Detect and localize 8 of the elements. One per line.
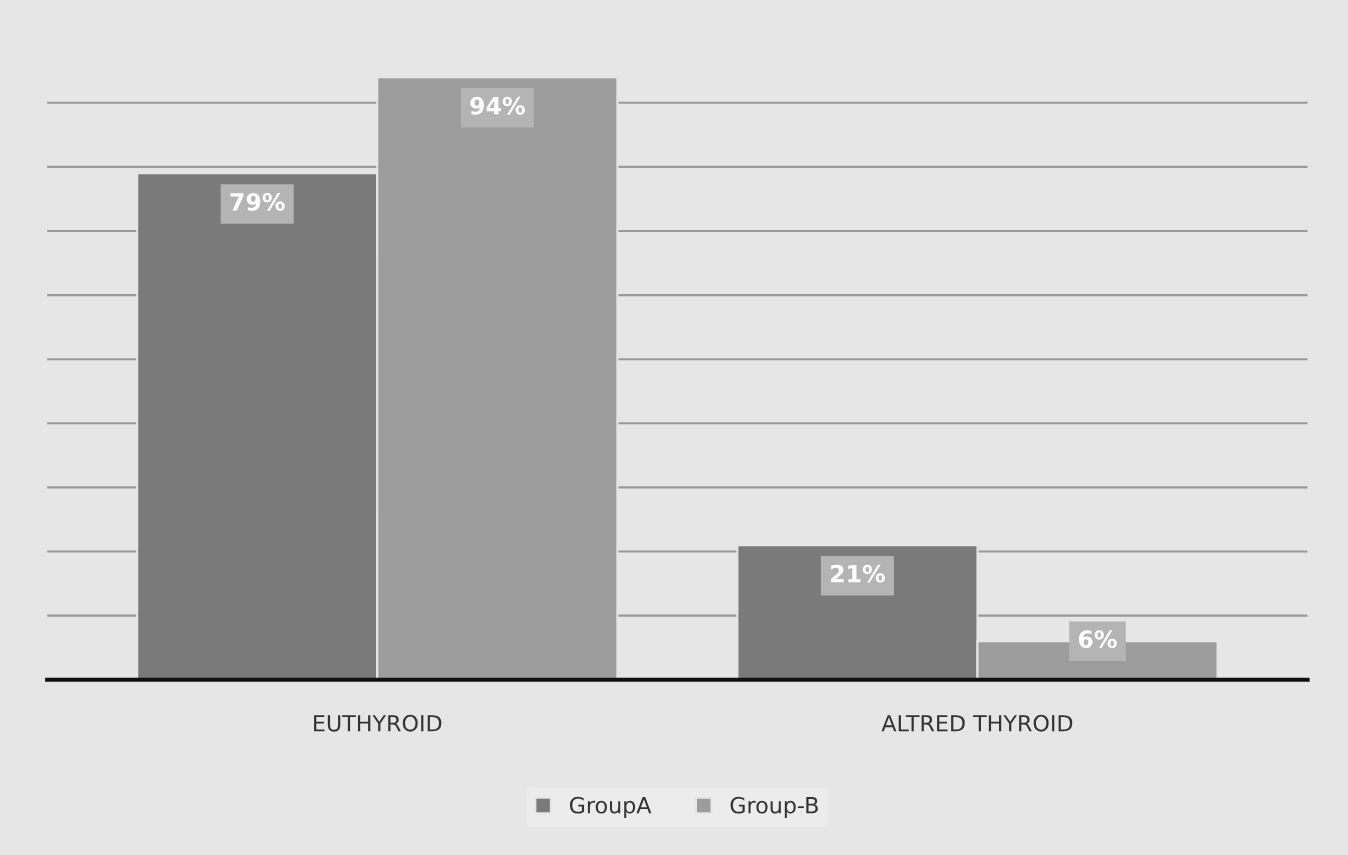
x-tick-label: EUTHYROID (314, 714, 442, 732)
legend-label: Group-B (730, 796, 818, 818)
x-tick-label: ALTRED THYROID (881, 714, 1073, 732)
data-label: 79% (230, 192, 285, 211)
data-label: 21% (831, 564, 885, 583)
data-label: 6% (1078, 630, 1117, 649)
legend-label: GroupA (569, 796, 652, 818)
data-label: 94% (470, 96, 525, 115)
